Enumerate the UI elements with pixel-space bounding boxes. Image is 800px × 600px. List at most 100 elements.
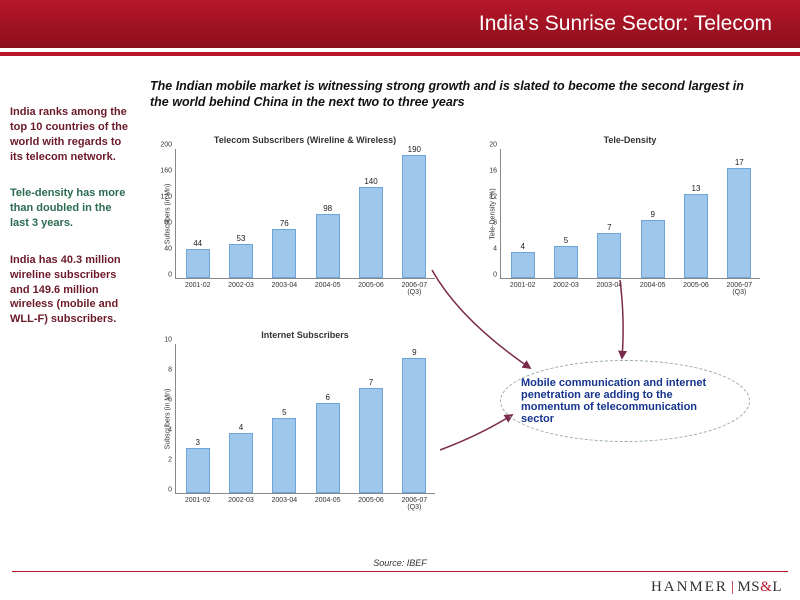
side-note-1: India ranks among the top 10 countries o… bbox=[10, 105, 130, 164]
logo-ms: MS bbox=[737, 579, 760, 595]
x-tick-label: 2003-04 bbox=[263, 282, 306, 289]
bar: 5 bbox=[272, 418, 296, 493]
bar: 5 bbox=[554, 246, 578, 279]
bar: 6 bbox=[316, 403, 340, 493]
footer-line bbox=[12, 571, 788, 572]
y-tick: 12 bbox=[489, 194, 497, 201]
callout-text: Mobile communication and internet penetr… bbox=[521, 377, 729, 425]
bar-value-label: 9 bbox=[642, 210, 664, 219]
callout-ellipse: Mobile communication and internet penetr… bbox=[500, 360, 750, 442]
bar: 4 bbox=[511, 252, 535, 278]
chart-title: Tele-Density bbox=[500, 135, 760, 145]
bar-value-label: 44 bbox=[187, 239, 209, 248]
y-tick: 80 bbox=[164, 220, 172, 227]
slide-title: India's Sunrise Sector: Telecom bbox=[479, 12, 772, 36]
y-tick: 4 bbox=[493, 246, 497, 253]
arrow bbox=[620, 280, 623, 358]
y-tick: 8 bbox=[168, 367, 172, 374]
bar-value-label: 17 bbox=[728, 158, 750, 167]
bar: 76 bbox=[272, 229, 296, 278]
x-tick-label: 2003-04 bbox=[263, 497, 306, 504]
y-tick: 10 bbox=[164, 337, 172, 344]
bar-value-label: 9 bbox=[403, 348, 425, 357]
bar: 190 bbox=[402, 155, 426, 279]
chart-title: Internet Subscribers bbox=[175, 330, 435, 340]
y-tick: 2 bbox=[168, 457, 172, 464]
bar: 7 bbox=[597, 233, 621, 279]
chart-tele-density: Tele-Density Tele-Density (%)048121620420… bbox=[500, 135, 760, 279]
y-tick: 160 bbox=[160, 168, 172, 175]
y-tick: 16 bbox=[489, 168, 497, 175]
bar-value-label: 3 bbox=[187, 438, 209, 447]
x-tick-label: 2004-05 bbox=[306, 497, 349, 504]
y-tick: 20 bbox=[489, 142, 497, 149]
bar-value-label: 190 bbox=[403, 145, 425, 154]
chart-title: Telecom Subscribers (Wireline & Wireless… bbox=[175, 135, 435, 145]
logo-hanmer: HANMER bbox=[651, 579, 728, 595]
plot-area: Subscribers (in Mn)024681032001-0242002-… bbox=[175, 344, 435, 494]
logo-amp: & bbox=[760, 579, 772, 595]
bar-value-label: 53 bbox=[230, 234, 252, 243]
x-tick-label: 2002-03 bbox=[219, 497, 262, 504]
side-note-3: India has 40.3 million wireline subscrib… bbox=[10, 253, 130, 327]
bar-value-label: 140 bbox=[360, 177, 382, 186]
bar-value-label: 76 bbox=[273, 219, 295, 228]
bar: 9 bbox=[402, 358, 426, 493]
chart-internet-subscribers: Internet SubscribersSubscribers (in Mn)0… bbox=[175, 330, 435, 494]
bar-value-label: 5 bbox=[555, 236, 577, 245]
bar: 98 bbox=[316, 214, 340, 278]
bar: 53 bbox=[229, 244, 253, 278]
bar: 44 bbox=[186, 249, 210, 278]
bar-value-label: 4 bbox=[512, 242, 534, 251]
x-tick-label: 2005-06 bbox=[674, 282, 717, 289]
bar-value-label: 5 bbox=[273, 408, 295, 417]
bar: 7 bbox=[359, 388, 383, 493]
bar-value-label: 4 bbox=[230, 423, 252, 432]
x-tick-label: 2001-02 bbox=[176, 282, 219, 289]
y-tick: 8 bbox=[493, 220, 497, 227]
bar: 4 bbox=[229, 433, 253, 493]
bar-value-label: 7 bbox=[598, 223, 620, 232]
x-tick-label: 2004-05 bbox=[631, 282, 674, 289]
bar-value-label: 7 bbox=[360, 378, 382, 387]
y-axis-label: Subscribers (in Mn) bbox=[165, 183, 172, 244]
chart-telecom-subscribers: Telecom Subscribers (Wireline & Wireless… bbox=[175, 135, 435, 279]
y-tick: 0 bbox=[168, 272, 172, 279]
y-tick: 0 bbox=[493, 272, 497, 279]
x-tick-label: 2006-07 (Q3) bbox=[393, 282, 436, 297]
slide-header: India's Sunrise Sector: Telecom bbox=[0, 0, 800, 48]
footer-logo: HANMER|MS&L bbox=[651, 579, 782, 596]
x-tick-label: 2002-03 bbox=[544, 282, 587, 289]
bar: 3 bbox=[186, 448, 210, 493]
y-tick: 40 bbox=[164, 246, 172, 253]
bar: 9 bbox=[641, 220, 665, 279]
x-tick-label: 2003-04 bbox=[588, 282, 631, 289]
x-tick-label: 2006-07 (Q3) bbox=[718, 282, 761, 297]
bar: 13 bbox=[684, 194, 708, 279]
logo-l: L bbox=[772, 579, 782, 595]
header-stripe bbox=[0, 52, 800, 56]
side-note-2: Tele-density has more than doubled in th… bbox=[10, 186, 130, 231]
bar: 17 bbox=[727, 168, 751, 279]
headline-text: The Indian mobile market is witnessing s… bbox=[150, 78, 750, 111]
x-tick-label: 2006-07 (Q3) bbox=[393, 497, 436, 512]
bar: 140 bbox=[359, 187, 383, 278]
plot-area: Subscribers (in Mn)04080120160200442001-… bbox=[175, 149, 435, 279]
y-tick: 0 bbox=[168, 487, 172, 494]
x-tick-label: 2001-02 bbox=[176, 497, 219, 504]
x-tick-label: 2002-03 bbox=[219, 282, 262, 289]
bar-value-label: 6 bbox=[317, 393, 339, 402]
x-tick-label: 2004-05 bbox=[306, 282, 349, 289]
plot-area: Tele-Density (%)04812162042001-0252002-0… bbox=[500, 149, 760, 279]
y-tick: 6 bbox=[168, 397, 172, 404]
y-tick: 200 bbox=[160, 142, 172, 149]
bar-value-label: 98 bbox=[317, 204, 339, 213]
y-tick: 120 bbox=[160, 194, 172, 201]
y-tick: 4 bbox=[168, 427, 172, 434]
source-text: Source: IBEF bbox=[0, 558, 800, 568]
side-notes: India ranks among the top 10 countries o… bbox=[10, 105, 130, 349]
x-tick-label: 2005-06 bbox=[349, 497, 392, 504]
x-tick-label: 2001-02 bbox=[501, 282, 544, 289]
arrow bbox=[440, 415, 512, 450]
bar-value-label: 13 bbox=[685, 184, 707, 193]
